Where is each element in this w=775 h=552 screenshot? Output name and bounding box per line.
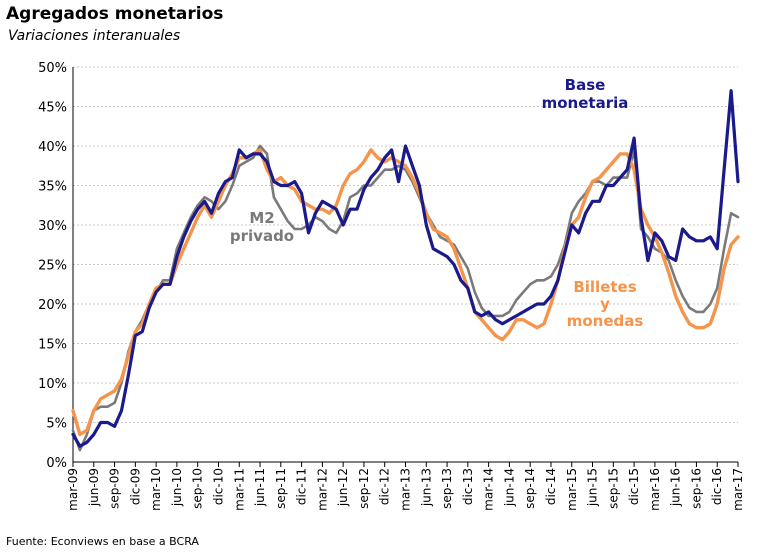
y-tick-label: 40% [38,140,67,155]
chart-subtitle: Variaciones interanuales [8,28,181,44]
x-tick-label: dic-15 [627,468,641,505]
series-line-0 [71,89,740,448]
y-tick-label: 45% [38,101,67,116]
x-tick-label: jun-12 [336,468,350,507]
series-label-2: Billetes [573,278,636,296]
series-line-1 [71,144,740,452]
x-tick-label: sep-13 [440,468,454,509]
chart-title: Agregados monetarios [6,4,224,24]
x-tick-label: mar-12 [315,468,329,511]
y-tick-label: 10% [38,377,67,392]
x-tick-label: dic-14 [544,468,558,505]
y-tick-label: 25% [38,259,67,274]
series-label-1: M2 [249,209,274,227]
y-tick-label: 50% [38,61,67,76]
series-label-1: privado [230,227,294,245]
x-tick-label: mar-16 [648,468,662,511]
series-lines [71,89,740,452]
x-tick-label: sep-15 [606,468,620,509]
y-tick-label: 35% [38,180,67,195]
grid-lines [73,66,738,423]
x-tick-label: sep-16 [689,468,703,509]
y-axis: 0% 5% 10% 15% 20% 25% 30% 35% 40% 45% 50% [38,61,74,471]
x-tick-label: mar-09 [66,468,80,511]
source-note: Fuente: Econviews en base a BCRA [6,535,199,548]
x-tick-label: jun-14 [502,468,516,507]
x-tick-label: sep-11 [274,468,288,509]
x-tick-label: dic-13 [461,468,475,505]
x-tick-label: mar-11 [232,468,246,511]
series-line-2 [71,148,740,437]
y-tick-label: 20% [38,298,67,313]
x-tick-label: dic-10 [211,468,225,505]
x-tick-label: jun-11 [253,468,267,507]
x-tick-label: mar-17 [731,468,745,511]
y-tick-label: 5% [46,417,67,432]
x-tick-label: mar-14 [482,468,496,511]
x-tick-label: mar-10 [149,468,163,511]
x-tick-label: dic-16 [710,468,724,505]
x-tick-label: jun-16 [669,468,683,507]
x-tick-label: dic-12 [378,468,392,505]
x-tick-label: jun-10 [170,468,184,507]
x-tick-label: sep-10 [191,468,205,509]
x-tick-label: dic-09 [128,468,142,505]
y-tick-label: 30% [38,219,67,234]
x-tick-label: jun-15 [586,468,600,507]
x-tick-label: jun-13 [419,468,433,507]
series-label-2: y [600,295,610,313]
series-label-0: monetaria [542,94,629,112]
y-tick-label: 15% [38,338,67,353]
x-axis: mar-09 jun-09 sep-09 dic-09 mar-10 jun-10 sep-… [66,461,745,511]
series-label-2: monedas [567,312,644,330]
x-tick-label: sep-09 [108,468,122,509]
series-label-0: Base [565,76,606,94]
x-tick-label: sep-14 [523,468,537,509]
x-tick-label: sep-12 [357,468,371,509]
y-tick-label: 0% [46,456,67,471]
x-tick-label: dic-11 [295,468,309,505]
x-tick-label: jun-09 [87,468,101,507]
x-tick-label: mar-15 [565,468,579,511]
x-tick-label: mar-13 [399,468,413,511]
